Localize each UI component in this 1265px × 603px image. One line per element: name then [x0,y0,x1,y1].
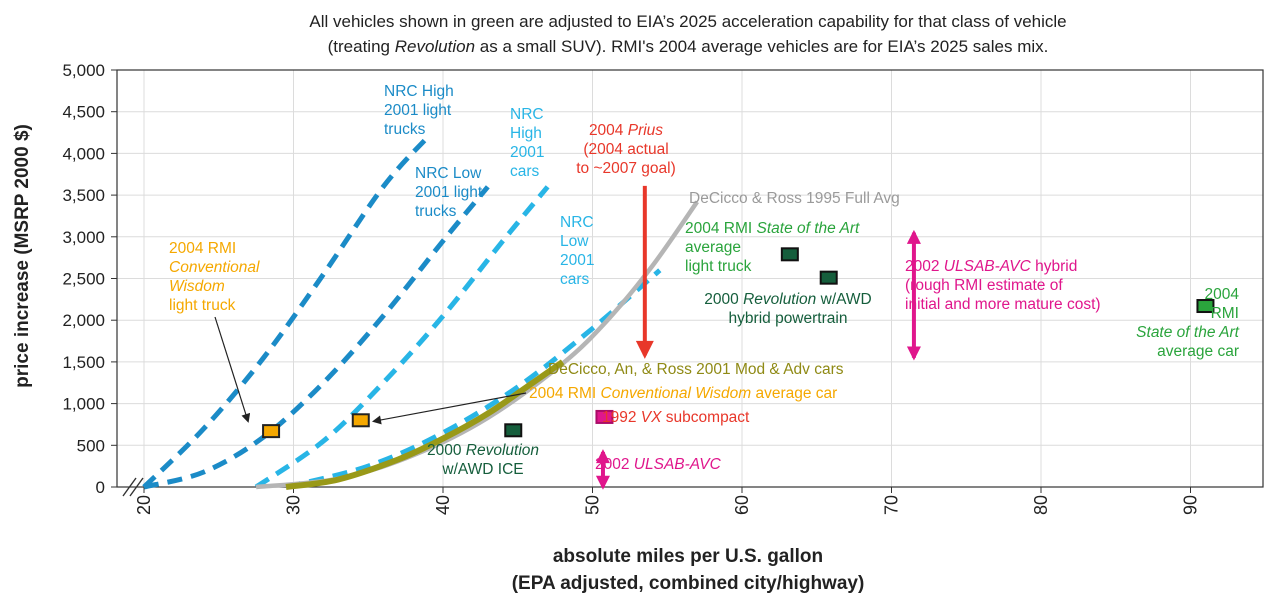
y-tick-labels: 0 500 1,000 1,500 2,000 2,500 3,000 3,500 4,000 4… [62,61,117,497]
series-line-dar-2001 [285,359,565,490]
pointer-arrow-rmi-cw-car [372,392,527,425]
label-line: Low [560,233,589,250]
label-line: 2002 ULSAB-AVC hybrid [905,258,1077,275]
label-decicco-an-ross-2001: DeCicco, An, & Ross 2001 Mod & Adv cars [548,361,844,378]
label-line: RMI [1211,305,1239,322]
y-tick-label: 5,000 [62,61,105,80]
label-rmi-soa-truck: 2004 RMI State of the Art average light … [685,220,860,275]
label-line: (2004 actual [583,141,668,158]
point-marker-rmi-soa-car [1196,299,1215,314]
x-axis-title-line-2: (EPA adjusted, combined city/highway) [512,573,865,594]
label-revolution-hybrid: 2000 Revolution w/AWD hybrid powertrain [704,291,871,327]
range-arrows [595,185,921,490]
label-vx: 1992 VX subcompact [602,409,750,426]
data-points [262,247,1215,439]
point-marker-vx-1992 [595,409,614,424]
pointer-arrows [214,316,527,425]
y-axis-title: price increase (MSRP 2000 $) [12,124,33,388]
label-line: NRC [510,106,544,123]
label-line: average [685,239,741,256]
series-line-nrc-low-trucks [143,185,490,490]
label-line: NRC Low [415,165,482,182]
x-tick-label: 20 [134,495,154,515]
x-tick-label: 50 [583,495,603,515]
label-line: 2004 RMI State of the Art [685,220,860,237]
x-axis-title-line-1: absolute miles per U.S. gallon [553,546,823,567]
label-line: (rough RMI estimate of [905,277,1063,294]
label-nrc-low-cars: NRC Low 2001 cars [560,214,594,288]
label-ulsab-avc-hybrid: 2002 ULSAB-AVC hybrid (rough RMI estimat… [905,258,1101,313]
label-line: 2004 [1205,286,1240,303]
y-tick-label: 3,000 [62,228,105,247]
label-prius: 2004 Prius (2004 actual to ~2007 goal) [576,122,676,177]
label-nrc-low-trucks: NRC Low 2001 light trucks [415,165,483,220]
label-line: cars [560,271,590,288]
note-line-2: (treating Revolution as a small SUV). RM… [328,37,1049,56]
label-line: 2001 [560,252,594,269]
x-tick-labels: 20 30 40 50 60 70 80 90 [134,487,1201,515]
axis-break-mark [122,477,137,497]
label-nrc-high-trucks: NRC High 2001 light trucks [384,83,454,138]
y-tick-label: 4,000 [62,144,105,163]
label-line: State of the Art [1136,324,1240,341]
y-tick-label: 2,000 [62,311,105,330]
y-tick-label: 2,500 [62,270,105,289]
x-tick-label: 90 [1181,495,1201,515]
note-line-1: All vehicles shown in green are adjusted… [309,12,1066,31]
label-line: High [510,125,542,142]
pointer-arrow-rmi-cw-truck [214,316,251,423]
x-tick-label: 30 [284,495,304,515]
axis-break-mark [129,477,144,497]
label-line: NRC [560,214,594,231]
label-rmi-cw-truck: 2004 RMI Conventional Wisdom light truck [169,240,260,314]
y-tick-label: 1,000 [62,395,105,414]
label-line: trucks [415,203,457,220]
y-tick-label: 1,500 [62,353,105,372]
label-line: cars [510,163,540,180]
point-marker-rev-hybrid [819,270,838,285]
series-line-nrc-low-cars [285,268,662,490]
label-line: NRC High [384,83,454,100]
label-rmi-soa-car: 2004 RMI State of the Art average car [1136,286,1240,360]
label-line: light truck [685,258,752,275]
label-line: 2000 Revolution w/AWD [704,291,871,308]
point-marker-rmi-cw-truck [262,424,281,439]
label-ulsab-avc: 2002 ULSAB-AVC [595,456,722,473]
axes [116,69,1264,497]
label-line: 2001 [510,144,544,161]
y-tick-label: 4,500 [62,103,105,122]
point-marker-rmi-cw-car [351,413,370,428]
label-line: w/AWD ICE [441,461,523,478]
x-tick-label: 40 [433,495,453,515]
x-tick-label: 60 [732,495,752,515]
x-tick-label: 80 [1031,495,1051,515]
label-nrc-high-cars: NRC High 2001 cars [510,106,544,180]
point-marker-rmi-soa-truck [780,247,799,262]
label-line: Conventional [169,259,260,276]
y-tick-label: 0 [96,478,105,497]
series-line-nrc-high-cars [254,185,550,490]
y-tick-label: 500 [77,436,105,455]
label-line: hybrid powertrain [729,310,848,327]
label-line: 2004 Prius [589,122,663,139]
label-revolution-ice: 2000 Revolution w/AWD ICE [427,442,539,478]
label-line: trucks [384,121,426,138]
point-marker-rev-ice [504,423,523,438]
label-line: average car [1157,343,1239,360]
label-line: light truck [169,297,236,314]
label-line: initial and more mature cost) [905,296,1101,313]
label-rmi-cw-car: 2004 RMI Conventional Wisdom average car [529,385,837,402]
label-line: 2001 light [384,102,452,119]
label-line: 2001 light [415,184,483,201]
series-line-nrc-high-trucks [142,135,430,489]
x-tick-label: 70 [882,495,902,515]
label-line: to ~2007 goal) [576,160,676,177]
label-line: 2004 RMI [169,240,236,257]
label-line: Wisdom [169,278,225,295]
label-decicco-ross-1995: DeCicco & Ross 1995 Full Avg [689,190,900,207]
label-line: 2000 Revolution [427,442,539,459]
y-tick-label: 3,500 [62,186,105,205]
